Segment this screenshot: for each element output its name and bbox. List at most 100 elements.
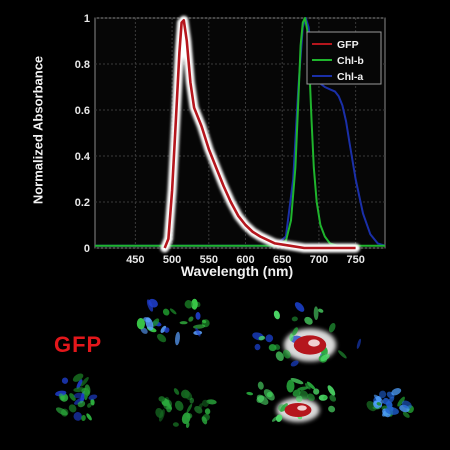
stain-blob	[275, 414, 283, 422]
stain-blob	[318, 308, 324, 313]
y-tick-label: 0.4	[75, 151, 91, 163]
y-tick-label: 0.6	[75, 105, 90, 117]
stain-blob	[143, 317, 151, 323]
stain-blob	[195, 327, 201, 337]
stain-blob	[257, 381, 264, 390]
specimen-bottom-1	[55, 373, 98, 421]
stain-blob	[73, 387, 85, 393]
stain-blob	[304, 316, 313, 325]
stain-blob	[291, 316, 298, 322]
stain-blob	[68, 404, 77, 413]
stain-blob	[327, 385, 336, 396]
stain-blob	[397, 396, 405, 407]
stain-blob	[73, 412, 83, 421]
stain-blob	[55, 407, 68, 416]
x-tick-label: 700	[310, 254, 328, 266]
x-tick-label: 500	[163, 254, 181, 266]
stain-blob	[152, 318, 160, 327]
stain-blob	[290, 377, 304, 385]
stain-blob	[246, 391, 254, 396]
stain-blob	[88, 394, 98, 400]
stain-blob	[256, 394, 269, 405]
stain-blob	[263, 389, 275, 401]
stain-blob	[307, 393, 315, 401]
gfp-spot	[284, 402, 312, 418]
stain-blob	[254, 343, 261, 351]
stain-blob	[282, 349, 291, 359]
stain-blob	[185, 421, 190, 429]
stain-blob	[164, 327, 170, 333]
stain-blob	[162, 308, 170, 316]
stain-blob	[175, 331, 180, 346]
specimen-images	[55, 298, 414, 429]
stain-blob	[328, 322, 336, 333]
stain-blob	[76, 379, 83, 389]
stain-blob	[174, 400, 184, 411]
stain-blob	[184, 300, 193, 309]
specimen-bottom-4	[366, 388, 414, 418]
stain-blob	[55, 390, 67, 397]
stain-blob	[385, 406, 399, 415]
stain-blob	[329, 394, 337, 402]
stain-blob	[280, 403, 288, 412]
legend-box	[306, 31, 382, 85]
legend-label: Chl-a	[337, 71, 363, 83]
stain-blob	[90, 398, 95, 406]
stain-blob	[188, 316, 194, 322]
stain-blob	[156, 333, 167, 343]
stain-blob	[155, 408, 164, 418]
stain-blob	[158, 396, 165, 402]
axis-ticks: 450 500 550 600 650 700 750 0 0.2 0.4 0.6 0.8 1	[75, 13, 365, 266]
stain-blob	[186, 403, 193, 413]
y-tick-label: 0	[84, 243, 90, 255]
stain-blob	[173, 388, 180, 395]
stain-blob	[165, 400, 173, 410]
stain-blob	[81, 415, 86, 421]
specimen-top-right	[252, 302, 362, 367]
stain-blob	[201, 319, 207, 324]
legend: GFP Chl-b Chl-a	[306, 31, 382, 85]
legend-label: Chl-b	[337, 55, 364, 67]
stain-blob	[379, 390, 387, 399]
stain-blob	[258, 335, 266, 341]
stain-blob	[297, 386, 309, 391]
x-tick-label: 450	[126, 254, 144, 266]
stain-blob	[69, 393, 76, 401]
stain-blob	[77, 400, 86, 408]
stain-blob	[191, 298, 198, 310]
stain-blob	[198, 403, 203, 410]
stain-blob	[80, 377, 89, 387]
stain-blob	[320, 354, 330, 362]
stain-blob	[338, 350, 347, 359]
stain-blob	[201, 399, 209, 407]
y-tick-label: 0.2	[75, 197, 90, 209]
stain-blob	[180, 389, 190, 399]
stain-blob	[204, 408, 211, 415]
y-tick-label: 0.8	[75, 59, 90, 71]
stain-blob	[84, 387, 89, 401]
stain-blob	[273, 310, 280, 320]
stain-blob	[294, 302, 305, 312]
stain-blob	[401, 400, 412, 409]
stain-blob	[356, 338, 362, 349]
series-gfp-line	[163, 19, 356, 250]
specimen-bottom-2	[155, 388, 217, 429]
stain-blob	[375, 396, 382, 402]
stain-blob	[172, 422, 179, 427]
stain-blob	[376, 402, 382, 406]
stain-blob	[265, 334, 274, 343]
x-tick-label: 600	[236, 254, 254, 266]
specimen-top-left	[136, 298, 210, 346]
series-layer	[95, 15, 386, 253]
series-chl-b-line	[95, 17, 385, 247]
gfp-highlight	[308, 339, 320, 347]
stain-blob	[306, 381, 316, 390]
gfp-label: GFP	[54, 332, 103, 357]
y-axis-label: Normalized Absorbance	[30, 55, 46, 205]
x-axis-label: Wavelength (nm)	[180, 263, 294, 279]
stain-blob	[86, 413, 92, 421]
stain-blob	[136, 318, 146, 330]
stain-blob	[304, 383, 311, 390]
stain-blob	[382, 397, 390, 405]
stain-blob	[61, 377, 69, 384]
